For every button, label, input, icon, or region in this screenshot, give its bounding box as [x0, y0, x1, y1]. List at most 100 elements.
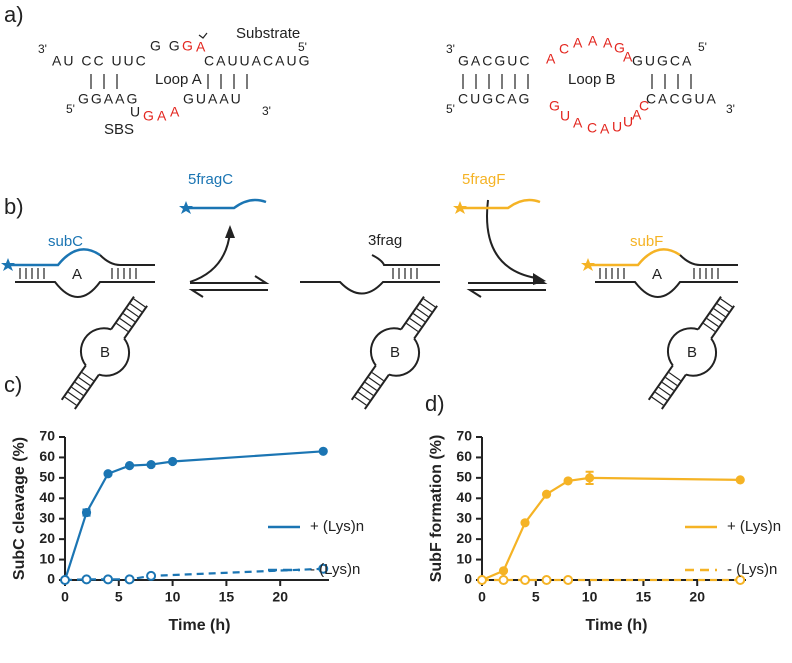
x-tick-label: 20	[272, 589, 288, 605]
loop-label: Loop B	[568, 71, 616, 88]
sequence: CAUUACAUG	[204, 53, 311, 69]
x-tick-label: 10	[165, 589, 181, 605]
marker	[541, 575, 552, 585]
rails	[60, 296, 148, 410]
sequence: GUGCA	[632, 53, 693, 69]
legend-label: - (Lys)n	[310, 561, 360, 578]
pairs	[90, 74, 248, 89]
equilibrium	[188, 275, 270, 298]
base: U	[130, 104, 142, 120]
star	[581, 258, 595, 271]
pairs	[354, 298, 436, 406]
sequence: AU CC UUC	[52, 53, 148, 69]
stem	[350, 296, 438, 410]
marker	[146, 570, 157, 581]
stem-label: B	[687, 344, 697, 361]
loop	[369, 327, 421, 377]
base: A	[623, 49, 634, 65]
strand	[10, 248, 101, 267]
y-tick-label: 30	[39, 509, 55, 525]
strand	[595, 254, 738, 298]
x-tick-label: 5	[115, 589, 123, 605]
end: 5'	[66, 102, 75, 116]
star	[1, 258, 15, 271]
stem-label: B	[100, 344, 110, 361]
label: 3frag	[368, 232, 402, 249]
chart: 0 10 20 30 40 50 60 70 0 5 10 15 20 Time (h) SubC clea…	[11, 428, 364, 635]
base: G	[143, 108, 156, 124]
y-tick-label: 40	[456, 489, 472, 505]
label: subF	[630, 233, 663, 250]
marker	[585, 473, 595, 483]
panel-label: a)	[4, 2, 24, 27]
end: 5'	[298, 40, 307, 54]
x-tick-label: 0	[478, 589, 486, 605]
base: A	[573, 115, 584, 131]
base: A	[157, 108, 168, 124]
legend-label: + (Lys)n	[727, 518, 781, 535]
base: G	[182, 38, 195, 54]
panel-labels: a) b) c) d)	[4, 2, 445, 416]
marker	[541, 489, 552, 499]
y-tick-label: 50	[39, 469, 55, 485]
base: A	[632, 107, 643, 123]
stem	[60, 296, 148, 410]
marker	[103, 574, 114, 585]
arrow	[189, 231, 231, 283]
y-tick-label: 60	[456, 448, 472, 464]
series-line	[63, 450, 324, 581]
marker	[60, 575, 70, 585]
base: C	[639, 98, 651, 114]
x-tick-label: 5	[532, 589, 540, 605]
sequence: GACGUC	[458, 53, 531, 69]
marker	[735, 575, 746, 585]
marker	[520, 518, 530, 528]
arrow-head	[533, 273, 546, 285]
strand	[590, 248, 681, 267]
sequence: CACGUA	[646, 91, 718, 107]
chart: 0 10 20 30 40 50 60 70 0 5 10 15 20 Time (h) SubF form…	[428, 428, 781, 635]
legend-label: + (Lys)n	[310, 518, 364, 535]
label: subC	[48, 233, 83, 250]
y-tick-label: 60	[39, 448, 55, 464]
strand	[462, 198, 541, 210]
x-tick-label: 10	[582, 589, 598, 605]
end: 3'	[446, 42, 455, 56]
end: 5'	[446, 102, 455, 116]
strand	[15, 254, 155, 298]
base: U	[612, 119, 624, 135]
stem-label: B	[390, 344, 400, 361]
marker	[124, 574, 135, 585]
marker	[318, 563, 329, 574]
loop-label: Loop A	[155, 71, 202, 88]
sequence: GUAAU	[183, 91, 243, 107]
marker	[520, 575, 531, 585]
base: A	[573, 35, 584, 51]
x-tick-label: 15	[219, 589, 235, 605]
star	[179, 201, 193, 214]
y-tick-label: 10	[456, 550, 472, 566]
end: 5'	[698, 40, 707, 54]
marker	[168, 456, 178, 467]
pairs	[19, 268, 137, 279]
label: SBS	[104, 121, 134, 138]
loop	[79, 327, 131, 377]
base: A	[603, 35, 614, 51]
x-tick-label: 20	[689, 589, 705, 605]
cleavage-site	[198, 32, 208, 39]
y-tick-label: 70	[39, 428, 55, 444]
marker	[563, 575, 574, 585]
label: Substrate	[236, 25, 300, 42]
loop-label: A	[72, 266, 82, 283]
loop-bases: GU A C A UUAC	[549, 98, 651, 137]
y-axis-label: SubF formation (%)	[428, 435, 445, 583]
panel-label: d)	[425, 391, 445, 416]
marker	[498, 566, 509, 576]
y-tick-label: 0	[464, 571, 472, 587]
axes	[64, 437, 329, 581]
pairs	[651, 298, 733, 406]
end: 3'	[726, 102, 735, 116]
end: 3'	[262, 104, 271, 118]
